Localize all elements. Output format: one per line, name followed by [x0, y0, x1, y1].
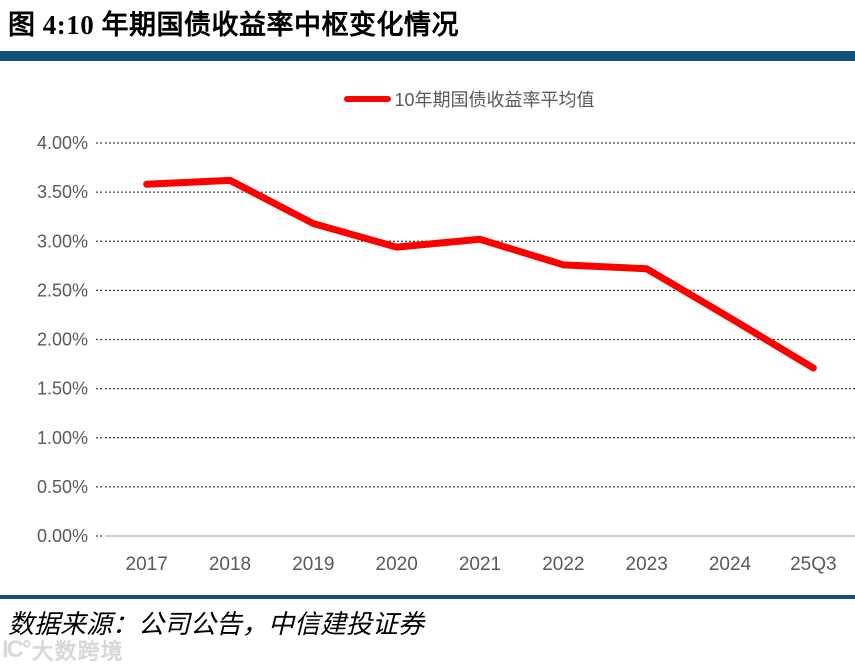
- x-axis-label: 2018: [209, 554, 251, 575]
- watermark-text: 大数跨境: [31, 639, 124, 664]
- legend-label: 10年期国债收益率平均值: [394, 90, 595, 110]
- x-axis-label: 2024: [709, 554, 752, 575]
- chart-legend: 10年期国债收益率平均值: [42, 86, 855, 112]
- x-axis-label: 2017: [126, 554, 168, 575]
- y-axis-label: 2.50%: [37, 280, 88, 300]
- x-axis-label: 2023: [626, 554, 668, 575]
- data-source-caption: 数据来源：公司公告，中信建投证券: [8, 610, 425, 639]
- y-axis-label: 3.00%: [37, 231, 88, 251]
- x-axis-label: 2021: [459, 554, 501, 575]
- yield-line-series: [143, 176, 817, 372]
- y-axis-label: 3.50%: [37, 182, 88, 202]
- x-axis-label: 2020: [376, 554, 418, 575]
- x-axis-label: 25Q3: [790, 554, 836, 575]
- y-axis-label: 0.00%: [37, 526, 88, 546]
- y-axis-label: 1.00%: [37, 428, 88, 448]
- yield-line-chart: 4.00% 3.50% 3.00% 2.50% 2.00% 1.50% 1.00% 0.50%…: [37, 133, 855, 575]
- y-axis-label: 1.50%: [37, 379, 88, 399]
- header-divider-rule: [0, 51, 855, 61]
- footer-divider-rule: [0, 595, 855, 599]
- y-axis-label: 0.50%: [37, 477, 88, 497]
- y-axis-label: 2.00%: [37, 330, 88, 350]
- legend-line-swatch: [344, 96, 392, 102]
- watermark-logo-icon: IC°: [2, 636, 32, 663]
- watermark: IC° 大数跨境: [2, 634, 124, 666]
- x-axis-label: 2022: [542, 554, 584, 575]
- figure-title: 图 4:10 年期国债收益率中枢变化情况: [8, 10, 459, 40]
- x-axis-label: 2019: [292, 554, 334, 575]
- y-axis-label: 4.00%: [37, 133, 88, 153]
